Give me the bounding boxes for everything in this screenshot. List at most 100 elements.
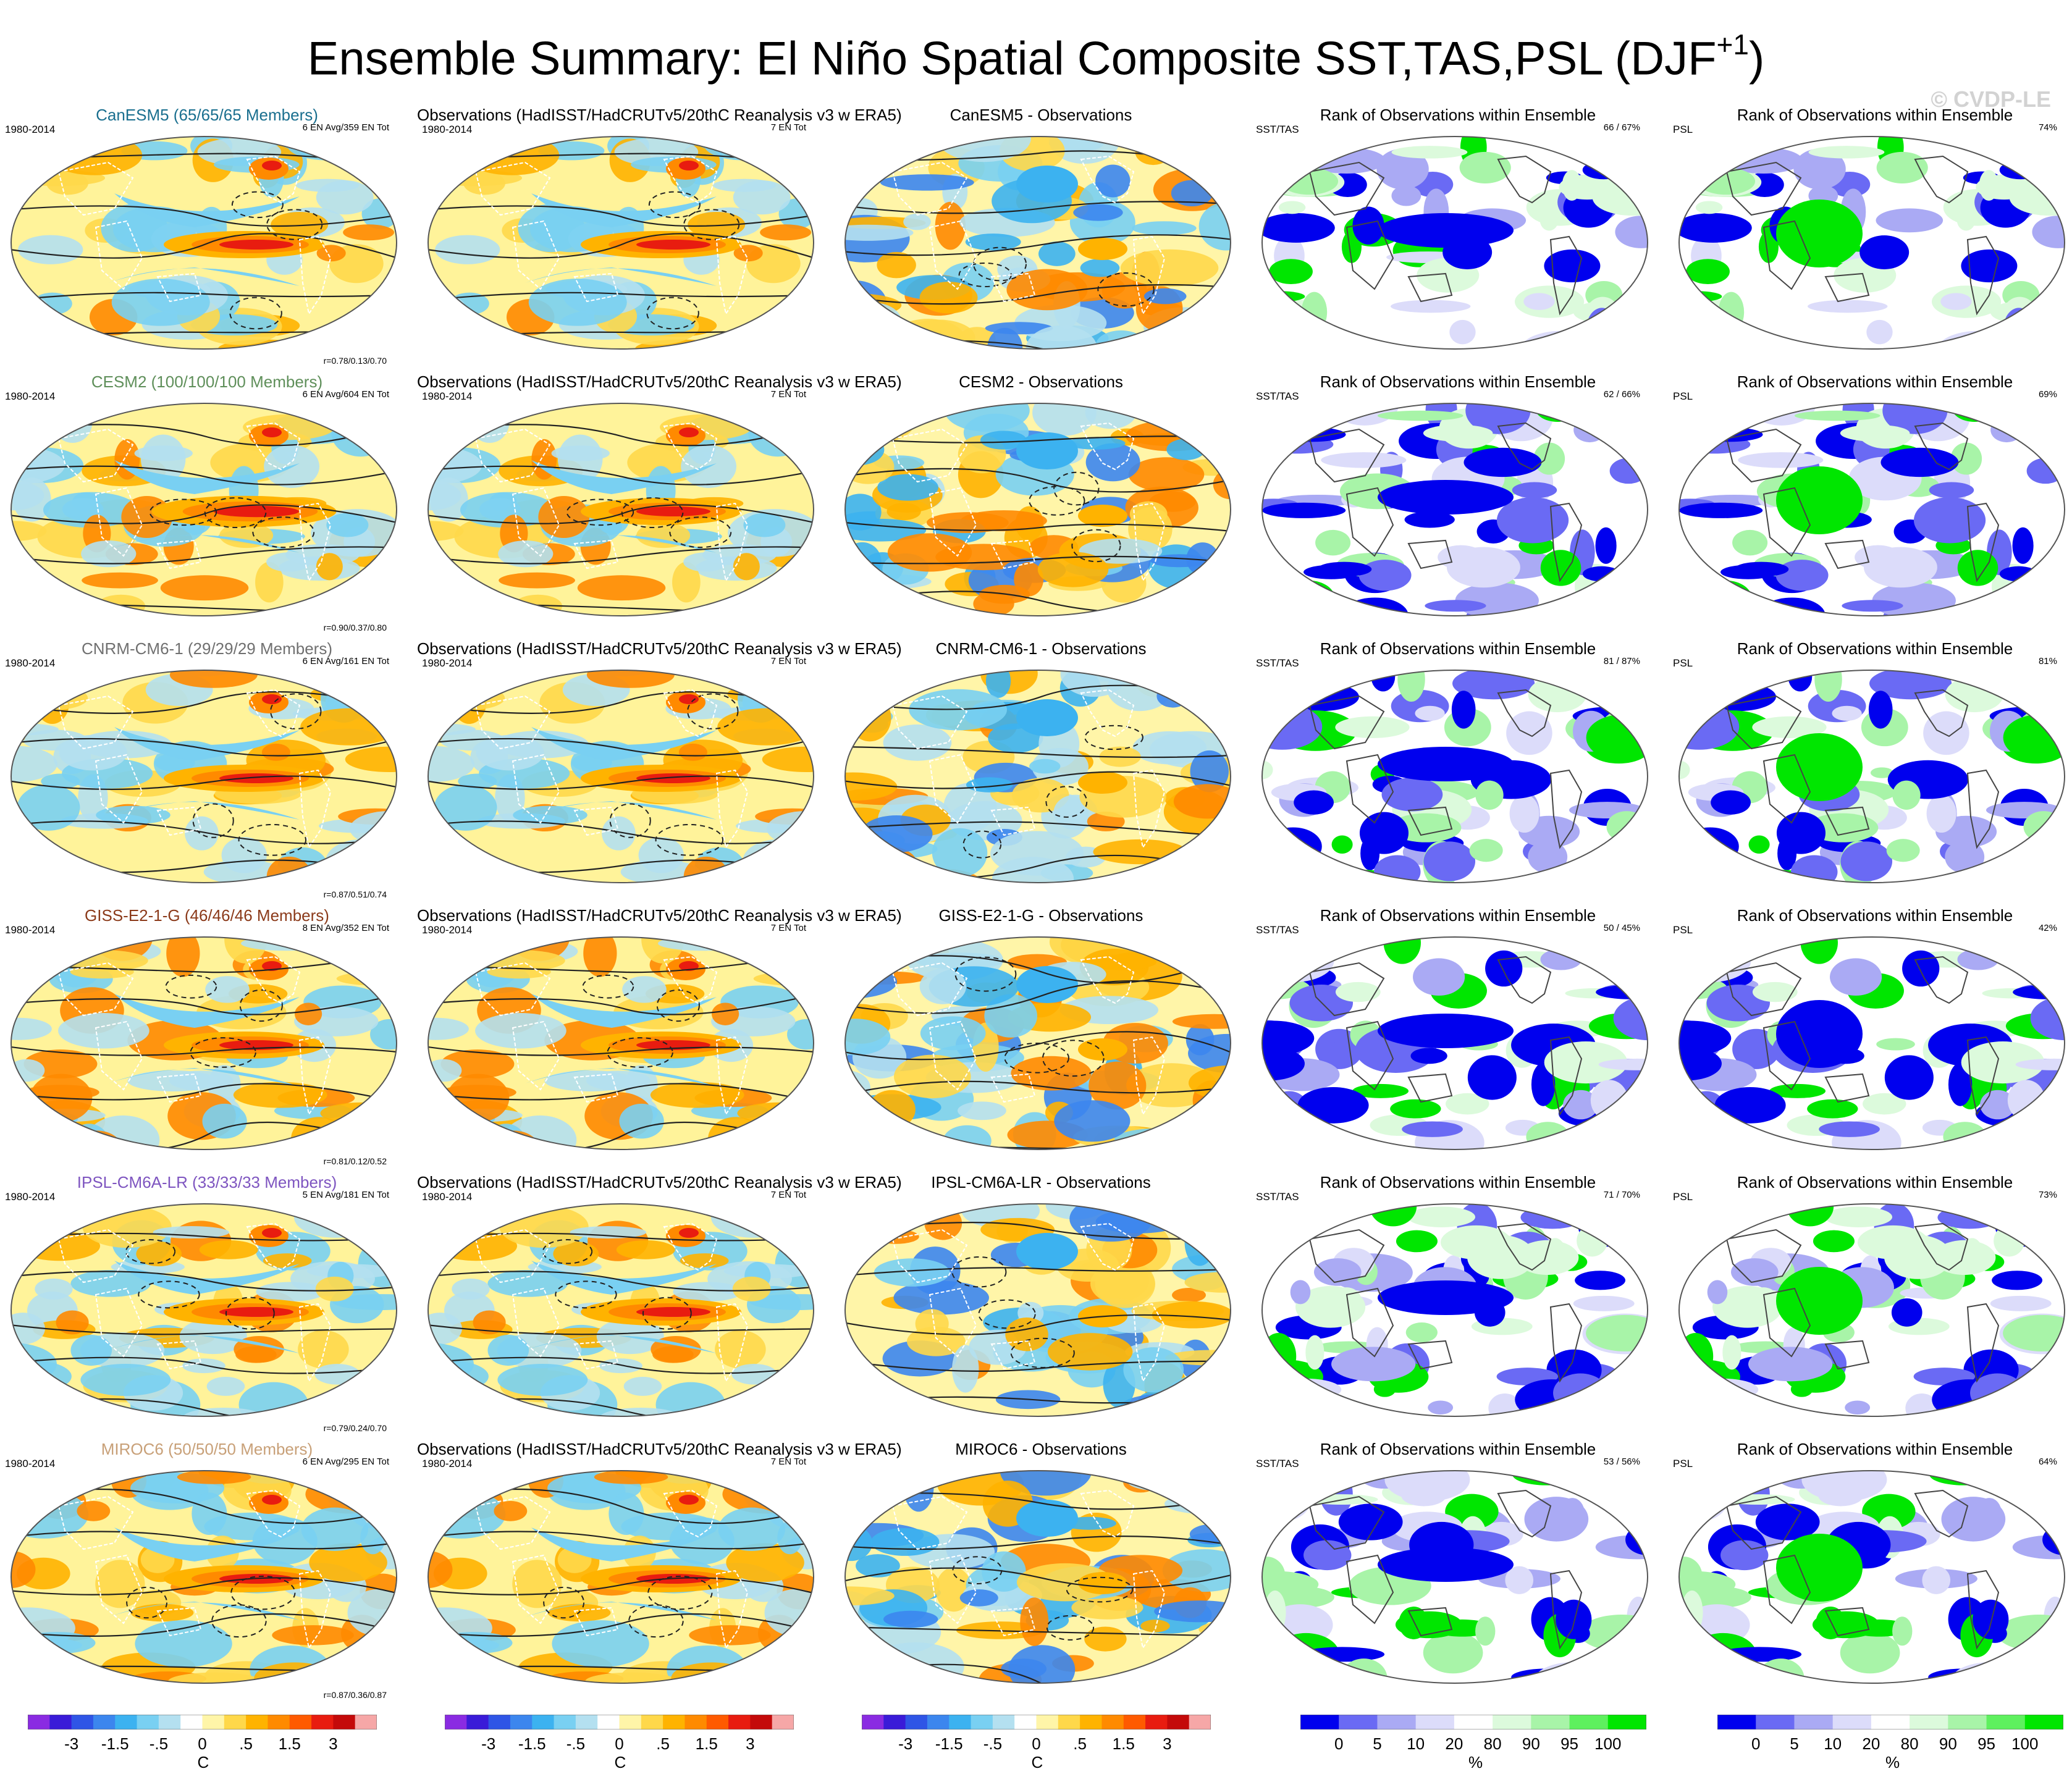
panel-psl-row-5: Rank of Observations within Ensemble PSL 7…	[1668, 1172, 2072, 1438]
colorbar-tick-label: 90	[1939, 1734, 1957, 1753]
colorbar-swatch	[575, 1715, 598, 1729]
colorbar-swatch	[1080, 1715, 1102, 1729]
colorbar-unit: %	[1885, 1753, 1900, 1771]
title-end: )	[1748, 32, 1765, 85]
colorbar-tick-label: 80	[1483, 1734, 1502, 1753]
panel-title: MIROC6 - Observations	[955, 1440, 1127, 1458]
colorbar-tick-label: 20	[1862, 1734, 1880, 1753]
correlation-label: r=0.81/0.12/0.52	[323, 1156, 387, 1166]
colorbar-swatch	[750, 1715, 773, 1729]
colorbar-swatch	[488, 1715, 511, 1729]
panel-obs-row-2: Observations (HadISST/HadCRUTv5/20thC Re…	[417, 372, 902, 637]
colorbar-swatch	[1454, 1715, 1493, 1729]
panel-diff-row-6: MIROC6 - Observations	[834, 1439, 1248, 1705]
panel-title: GISS-E2-1-G (46/46/46 Members)	[85, 906, 329, 925]
correlation-label: r=0.79/0.24/0.70	[323, 1423, 387, 1433]
panel-diff-row-3: CNRM-CM6-1 - Observations	[834, 639, 1248, 904]
colorbar-swatch	[1415, 1715, 1455, 1729]
variable-label: SST/TAS	[1256, 124, 1299, 135]
colorbar-swatch	[333, 1715, 356, 1729]
colorbar-swatch	[1036, 1715, 1059, 1729]
colorbar-swatch	[1607, 1715, 1647, 1729]
period-label: 1980-2014	[422, 124, 473, 135]
colorbar-swatch	[1339, 1715, 1378, 1729]
panel-sst-row-4: Rank of Observations within Ensemble SST/…	[1251, 906, 1665, 1171]
colorbar-swatch	[1910, 1715, 1948, 1729]
colorbar-swatch	[772, 1715, 794, 1729]
panel-sst-row-3: Rank of Observations within Ensemble SST/…	[1251, 639, 1665, 904]
panel-ens-row-4: GISS-E2-1-G (46/46/46 Members) 1980-2014 8…	[0, 906, 414, 1171]
colorbar-tick-label: -3	[64, 1734, 79, 1753]
colorbar-swatch	[1717, 1715, 1756, 1729]
colorbar-swatch	[532, 1715, 555, 1729]
diff-field	[845, 1471, 1231, 1683]
map	[427, 136, 814, 350]
panel-psl-row-6: Rank of Observations within Ensemble PSL 6…	[1668, 1439, 2072, 1705]
colorbar-swatch	[267, 1715, 290, 1729]
panel-title: Observations (HadISST/HadCRUTv5/20thC Re…	[417, 1173, 902, 1192]
colorbar-swatch	[2024, 1715, 2064, 1729]
panel-title: Rank of Observations within Ensemble	[1320, 1440, 1596, 1458]
percent-label: 74%	[2038, 122, 2057, 133]
colorbar-swatch	[641, 1715, 663, 1729]
colorbar-swatch	[445, 1715, 467, 1729]
colorbar-swatch	[289, 1715, 312, 1729]
period-label: 1980-2014	[422, 924, 473, 936]
colorbar-swatch	[706, 1715, 729, 1729]
panel-sst-row-2: Rank of Observations within Ensemble SST/…	[1251, 372, 1665, 637]
variable-label: PSL	[1673, 1458, 1693, 1469]
map	[11, 403, 397, 616]
member-info: 6 EN Avg/161 EN Tot	[302, 656, 389, 666]
variable-label: SST/TAS	[1256, 924, 1299, 936]
colorbar-tick-label: 5	[1373, 1734, 1382, 1753]
colorbar-swatch	[883, 1715, 906, 1729]
panel-title: CNRM-CM6-1 (29/29/29 Members)	[82, 639, 332, 658]
panel-psl-row-2: Rank of Observations within Ensemble PSL 6…	[1668, 372, 2072, 637]
map	[844, 1470, 1231, 1684]
colorbar-tick-label: 0	[1334, 1734, 1344, 1753]
colorbar-tick-label: .5	[1073, 1734, 1087, 1753]
map	[11, 1470, 397, 1684]
colorbar-tick-label: 95	[1560, 1734, 1578, 1753]
colorbar-unit: C	[197, 1753, 209, 1771]
map	[11, 936, 397, 1150]
colorbar-swatch	[971, 1715, 993, 1729]
panel-title: CanESM5 (65/65/65 Members)	[96, 106, 318, 124]
member-info: 5 EN Avg/181 EN Tot	[302, 1190, 389, 1200]
colorbar-swatch	[71, 1715, 94, 1729]
panel-psl-row-1: Rank of Observations within Ensemble PSL 7…	[1668, 105, 2072, 371]
colorbar-swatch	[1948, 1715, 1987, 1729]
colorbar-tick-label: -.5	[149, 1734, 169, 1753]
colorbar-tick-label: 3	[746, 1734, 755, 1753]
panel-title: CNRM-CM6-1 - Observations	[935, 639, 1147, 658]
colorbar-1: -3 -1.5 -.5 0 .5 1.5 3 C	[27, 1714, 377, 1776]
colorbar-swatches	[1717, 1714, 2064, 1730]
colorbar-swatch	[1493, 1715, 1531, 1729]
correlation-label: r=0.78/0.13/0.70	[323, 356, 387, 366]
title-superscript: +1	[1716, 28, 1749, 61]
percent-label: 69%	[2038, 389, 2057, 400]
panel-obs-row-6: Observations (HadISST/HadCRUTv5/20thC Re…	[417, 1439, 902, 1705]
colorbar-swatch	[862, 1715, 884, 1729]
colorbar-tick-label: 0	[615, 1734, 624, 1753]
colorbar-tick-label: 1.5	[278, 1734, 301, 1753]
colorbar-swatch	[1531, 1715, 1570, 1729]
period-label: 1980-2014	[5, 124, 56, 135]
panel-title: IPSL-CM6A-LR - Observations	[931, 1173, 1151, 1192]
panel-title: Observations (HadISST/HadCRUTv5/20thC Re…	[417, 639, 902, 658]
map	[1261, 1203, 1648, 1417]
variable-label: PSL	[1673, 924, 1693, 936]
panel-psl-row-3: Rank of Observations within Ensemble PSL 8…	[1668, 639, 2072, 904]
map	[1678, 1470, 2065, 1684]
percent-label: 50 / 45%	[1603, 923, 1640, 933]
period-label: 1980-2014	[5, 657, 56, 669]
period-label: 1980-2014	[5, 1191, 56, 1203]
panel-title: Rank of Observations within Ensemble	[1737, 1440, 2013, 1458]
panel-sst-row-1: Rank of Observations within Ensemble SST/…	[1251, 105, 1665, 371]
member-info: 6 EN Avg/604 EN Tot	[302, 389, 389, 400]
variable-label: PSL	[1673, 1191, 1693, 1203]
member-info: 6 EN Avg/295 EN Tot	[302, 1456, 389, 1467]
variable-label: PSL	[1673, 657, 1693, 669]
percent-label: 81 / 87%	[1603, 656, 1640, 666]
colorbar-swatch	[1123, 1715, 1146, 1729]
